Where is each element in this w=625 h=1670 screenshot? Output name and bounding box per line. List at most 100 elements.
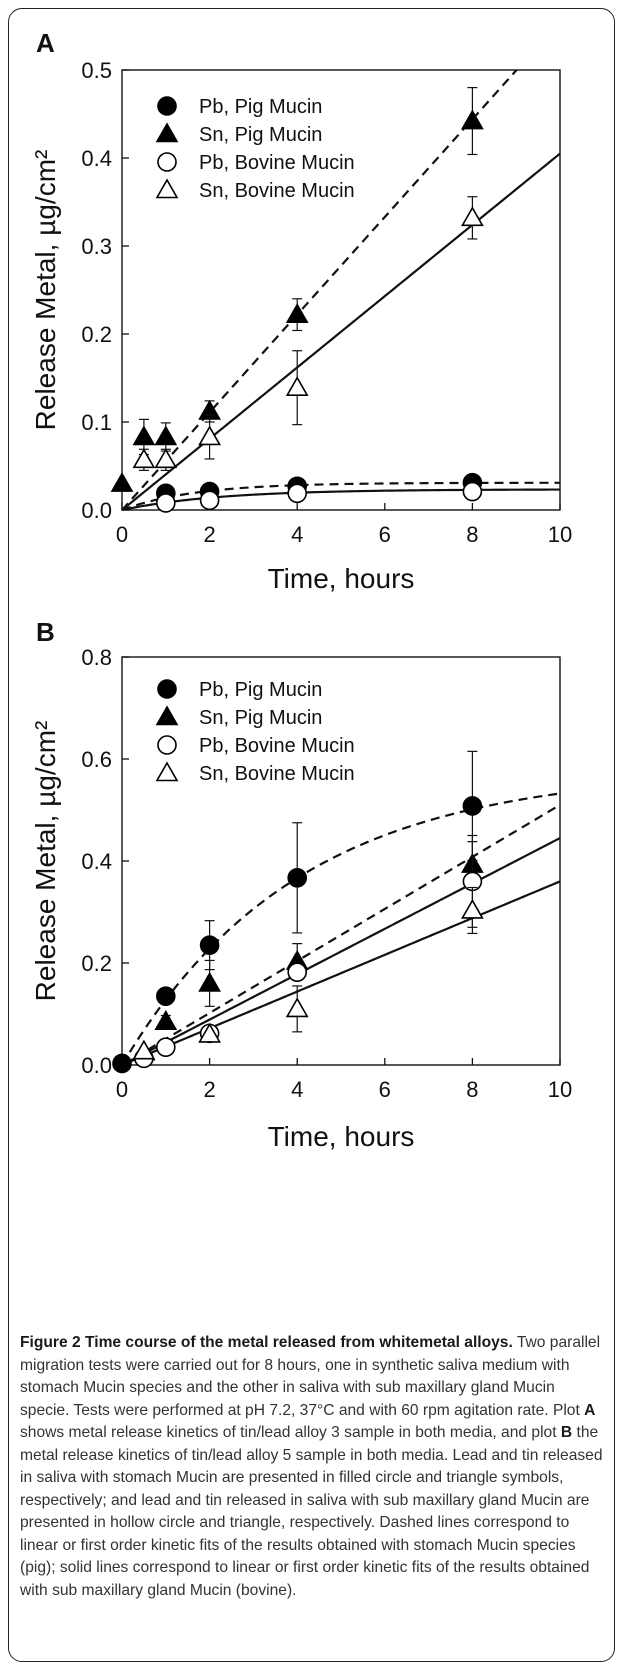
x-tick-label: 2 <box>203 522 215 547</box>
fit-line-3 <box>122 837 560 1065</box>
y-tick-label: 0.2 <box>81 322 112 347</box>
data-point <box>461 898 484 919</box>
data-point <box>132 1039 156 1060</box>
caption-body: Two parallel migration tests were carrie… <box>20 1334 601 1419</box>
data-point <box>198 971 221 992</box>
legend-b: Pb, Pig Mucin Sn, Pig Mucin Pb, Bovine Muc… <box>155 679 355 785</box>
y-tick-label: 0.5 <box>81 58 112 83</box>
data-point <box>156 1037 176 1057</box>
y-tick-label: 0.0 <box>81 1053 112 1078</box>
data-point <box>110 471 134 492</box>
series-2 <box>132 841 484 1061</box>
data-point <box>199 490 220 511</box>
x-tick-label: 4 <box>291 1077 303 1102</box>
legend-label: Pb, Bovine Mucin <box>199 735 355 757</box>
data-point <box>285 376 309 396</box>
x-axis-title: Time, hours <box>268 1121 415 1152</box>
y-tick-label: 0.2 <box>81 951 112 976</box>
series-4 <box>132 886 484 1060</box>
data-point <box>156 493 176 513</box>
data-point <box>154 448 178 469</box>
panel-b: B 0 2 4 6 8 10 0.0 0.2 0.4 0.6 0.8 Time, hours Releas… <box>30 617 572 1152</box>
x-tick-label: 4 <box>291 522 303 547</box>
fit-line-1 <box>122 481 560 510</box>
legend-marker <box>157 152 177 172</box>
caption-plot-a: A <box>584 1401 596 1419</box>
y-tick-label: 0.1 <box>81 410 112 435</box>
series-1 <box>112 750 483 1074</box>
series-3 <box>156 481 483 513</box>
legend-marker <box>155 178 179 199</box>
legend-label: Sn, Pig Mucin <box>199 124 322 146</box>
x-axis-title: Time, hours <box>268 563 415 594</box>
panel-label-a: A <box>36 28 55 58</box>
data-point <box>112 1053 132 1074</box>
y-tick-label: 0.3 <box>81 234 112 259</box>
legend-marker <box>155 705 179 726</box>
y-axis-title: Release Metal, µg/cm² <box>30 721 61 1002</box>
panel-label-b: B <box>36 617 55 647</box>
fit-lines-b <box>122 792 560 1065</box>
data-point <box>199 935 220 955</box>
data-point <box>462 796 483 816</box>
caption-title: Figure 2 Time course of the metal releas… <box>20 1334 513 1351</box>
data-point <box>156 986 176 1006</box>
legend-marker <box>157 735 177 755</box>
legend-label: Sn, Bovine Mucin <box>199 180 355 202</box>
y-axis-title: Release Metal, µg/cm² <box>30 150 61 431</box>
caption-plot-b: B <box>560 1424 573 1441</box>
legend-marker <box>155 761 179 782</box>
figure-caption: Figure 2 Time course of the metal releas… <box>20 1332 608 1602</box>
x-tick-label: 0 <box>116 522 128 547</box>
legend-label: Sn, Bovine Mucin <box>199 763 355 785</box>
fit-line-1 <box>122 792 560 1065</box>
caption-mid: shows metal release kinetics of tin/lead… <box>20 1424 561 1441</box>
data-point <box>154 1010 178 1030</box>
legend-label: Pb, Pig Mucin <box>199 96 322 118</box>
data-point <box>132 448 156 469</box>
data-point <box>287 483 308 504</box>
series-2 <box>110 86 484 492</box>
x-tick-label: 10 <box>548 522 572 547</box>
x-tick-label: 6 <box>379 522 391 547</box>
fit-line-2 <box>122 70 519 510</box>
data-point <box>198 1022 221 1043</box>
fit-line-4 <box>122 152 560 510</box>
fit-line-3 <box>122 488 560 510</box>
y-tick-label: 0.4 <box>81 849 112 874</box>
data-point <box>154 425 178 446</box>
data-point <box>461 109 484 130</box>
legend-label: Sn, Pig Mucin <box>199 707 322 729</box>
fit-line-2 <box>122 803 560 1065</box>
fit-line-4 <box>122 880 560 1065</box>
y-tick-label: 0.4 <box>81 146 112 171</box>
figure-frame <box>8 8 615 1662</box>
plot-frame-b <box>121 656 561 1066</box>
legend-marker <box>157 679 177 699</box>
x-tick-label: 10 <box>548 1077 572 1102</box>
series-4 <box>132 196 484 471</box>
legend-marker <box>155 122 179 143</box>
data-point <box>461 206 484 227</box>
legend-a: Pb, Pig Mucin Sn, Pig Mucin Pb, Bovine Muc… <box>155 96 355 202</box>
figure-charts: A 0 2 4 6 8 10 0.0 0.1 0.2 0.3 0.4 0.5 Time, hours Rel… <box>30 28 572 1152</box>
x-tick-label: 2 <box>203 1077 215 1102</box>
y-tick-label: 0.0 <box>81 498 112 523</box>
y-tick-label: 0.8 <box>81 645 112 670</box>
caption-tail: the metal release kinetics of tin/lead a… <box>20 1424 603 1599</box>
x-tick-label: 8 <box>466 522 478 547</box>
x-tick-label: 8 <box>466 1077 478 1102</box>
fit-lines-a <box>122 70 560 510</box>
data-point <box>287 868 308 888</box>
legend-marker <box>157 96 177 116</box>
data-point <box>285 303 309 323</box>
plot-frame-a <box>121 69 561 511</box>
data-point <box>285 997 309 1018</box>
x-tick-label: 6 <box>379 1077 391 1102</box>
y-tick-label: 0.6 <box>81 747 112 772</box>
data-point <box>132 425 156 446</box>
data-point <box>462 481 483 502</box>
data-point <box>198 425 221 446</box>
x-tick-label: 0 <box>116 1077 128 1102</box>
panel-a: A 0 2 4 6 8 10 0.0 0.1 0.2 0.3 0.4 0.5 Time, hours Rel… <box>30 28 572 594</box>
